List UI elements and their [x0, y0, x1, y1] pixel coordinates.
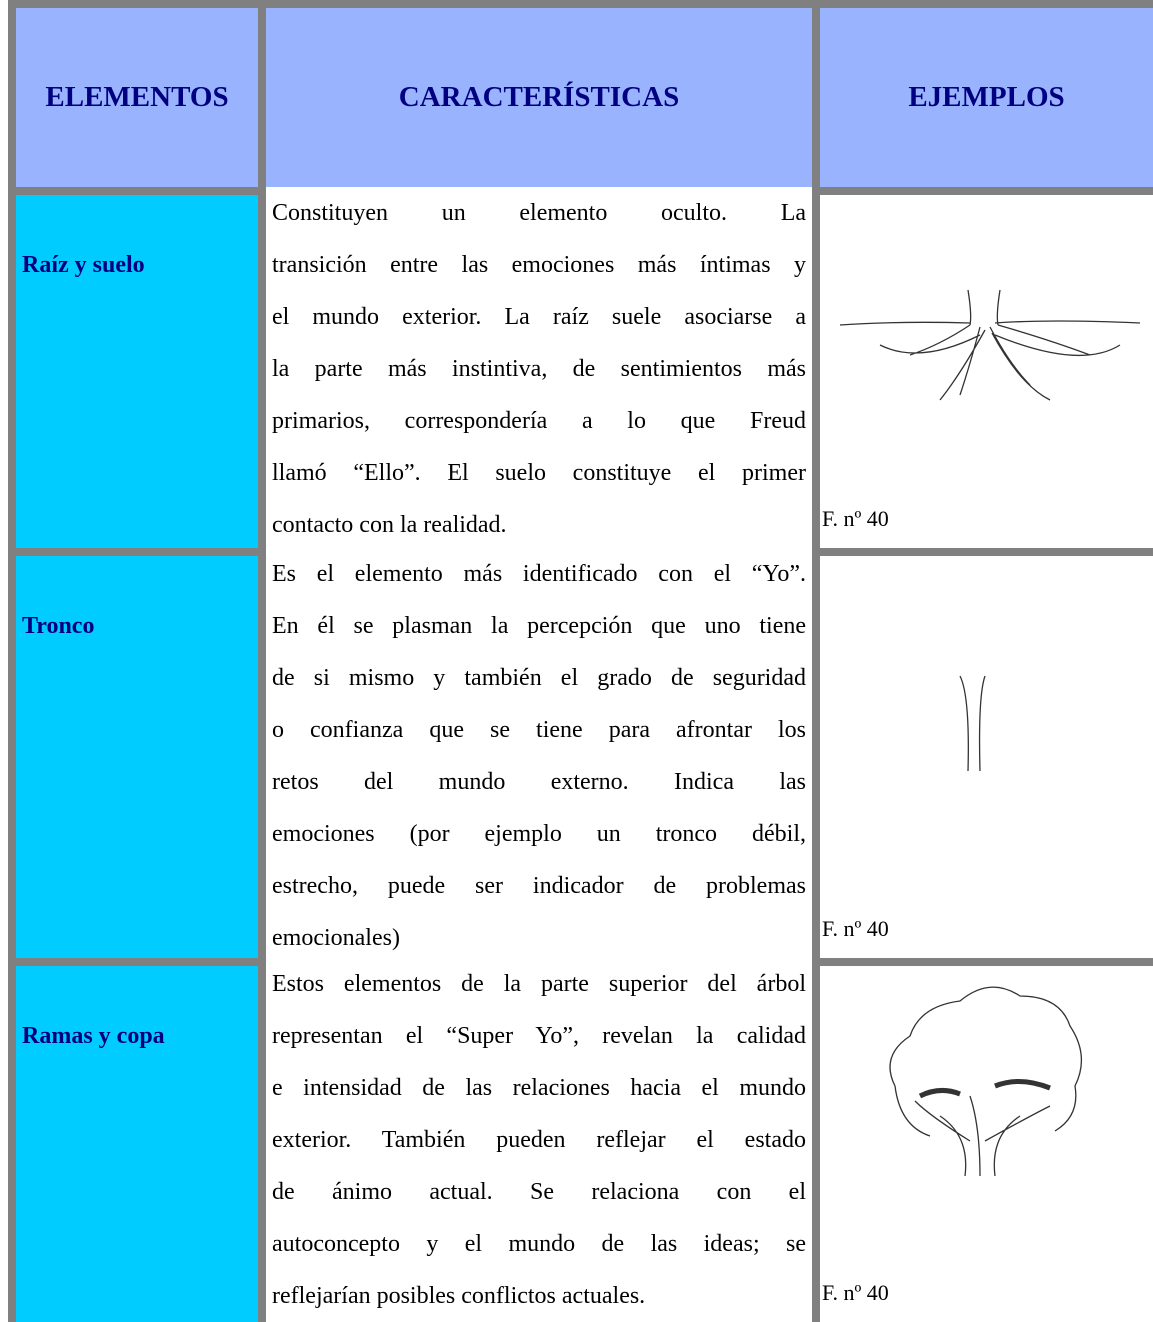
- description-cell: Constituyen un elemento oculto. La transi…: [266, 187, 812, 548]
- description-line: emociones (por ejemplo un tronco débil,: [272, 821, 806, 847]
- description-line: Es el elemento más identificado con el “…: [272, 561, 806, 587]
- example-sketch: [839, 289, 1141, 401]
- description-line: Constituyen un elemento oculto. La: [272, 200, 806, 226]
- description-line: o confianza que se tiene para afrontar l…: [272, 717, 806, 743]
- example-sketch: [959, 675, 986, 772]
- figure-caption: F. nº 40: [822, 916, 889, 941]
- description-cell: Estos elementos de la parte superior del…: [266, 958, 812, 1322]
- description-cell: Es el elemento más identificado con el “…: [266, 548, 812, 958]
- figure-caption: F. nº 40: [822, 506, 889, 531]
- description-line: de si mismo y también el grado de seguri…: [272, 665, 806, 691]
- figure-caption: F. nº 40: [822, 1280, 889, 1305]
- description-line: e intensidad de las relaciones hacia el …: [272, 1075, 806, 1101]
- header-cell: CARACTERÍSTICAS: [266, 8, 812, 187]
- description-line: En él se plasman la percepción que uno t…: [272, 613, 806, 639]
- element-label: Raíz y suelo: [22, 252, 145, 278]
- example-cell: F. nº 40: [820, 195, 1153, 548]
- example-cell: F. nº 40: [820, 966, 1153, 1322]
- description-line: reflejarían posibles conflictos actuales…: [272, 1283, 646, 1309]
- element-cell: Raíz y suelo: [16, 195, 258, 548]
- description-line: representan el “Super Yo”, revelan la ca…: [272, 1023, 806, 1049]
- description-line: la parte más instintiva, de sentimientos…: [272, 356, 806, 382]
- description-line: retos del mundo externo. Indica las: [272, 769, 806, 795]
- description-line: autoconcepto y el mundo de las ideas; se: [272, 1231, 806, 1257]
- example-cell: F. nº 40: [820, 556, 1153, 958]
- description-line: contacto con la realidad.: [272, 512, 507, 538]
- element-cell: Ramas y copa: [16, 966, 258, 1322]
- description-line: Estos elementos de la parte superior del…: [272, 971, 806, 997]
- element-label: Tronco: [22, 613, 95, 639]
- header-cell: EJEMPLOS: [820, 8, 1153, 187]
- description-line: llamó “Ello”. El suelo constituye el pri…: [272, 460, 806, 486]
- element-cell: Tronco: [16, 556, 258, 958]
- description-line: exterior. También pueden reflejar el est…: [272, 1127, 806, 1153]
- description-line: emocionales): [272, 925, 400, 951]
- description-line: transición entre las emociones más íntim…: [272, 252, 806, 278]
- description-line: primarios, correspondería a lo que Freud: [272, 408, 806, 434]
- example-sketch: [889, 986, 1083, 1177]
- description-line: el mundo exterior. La raíz suele asociar…: [272, 304, 806, 330]
- element-label: Ramas y copa: [22, 1023, 165, 1049]
- description-line: de ánimo actual. Se relaciona con el: [272, 1179, 806, 1205]
- header-cell: ELEMENTOS: [16, 8, 258, 187]
- description-line: estrecho, puede ser indicador de problem…: [272, 873, 806, 899]
